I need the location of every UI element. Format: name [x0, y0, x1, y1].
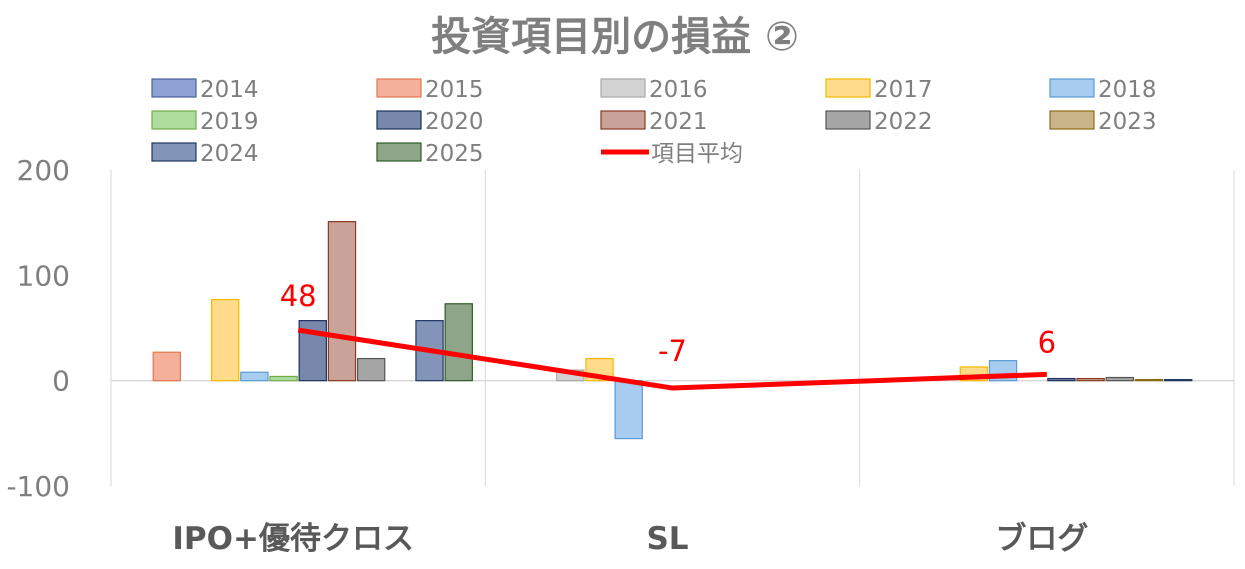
y-tick-label: -100 [6, 470, 70, 503]
chart-title: 投資項目別の損益 ② [431, 14, 799, 60]
legend-label: 2020 [425, 109, 484, 135]
legend-label: 2022 [874, 109, 933, 135]
legend-label: 2025 [425, 141, 484, 167]
legend-label: 2023 [1098, 109, 1157, 135]
y-tick-label: 200 [17, 154, 70, 187]
legend-swatch-2017 [825, 78, 871, 98]
x-category-label: SL [646, 521, 688, 557]
data-labels: 48 -7 6 [280, 279, 1056, 368]
legend-label: 項目平均 [651, 141, 743, 167]
legend-label: 2015 [425, 77, 484, 103]
bar-2022 [1105, 376, 1135, 382]
average-line-path [297, 327, 1047, 391]
bar-2018 [240, 371, 269, 382]
legend-swatch-2024 [151, 142, 197, 162]
legend-swatch-2016 [600, 78, 646, 98]
average-data-label: 6 [1038, 325, 1056, 359]
y-tick-label: 100 [17, 259, 70, 292]
legend-label: 2019 [200, 109, 259, 135]
y-tick-label: 0 [52, 365, 70, 398]
bar-2024 [1164, 379, 1193, 382]
legend-label: 2018 [1098, 77, 1157, 103]
legend-swatch-2020 [376, 110, 422, 130]
legend: 2014 2015 2016 2017 2018 2019 2020 2021 2022 2023… [151, 77, 1157, 167]
bar-2021 [1076, 377, 1105, 382]
bar-2023 [1134, 379, 1164, 382]
average-line [297, 327, 1047, 391]
x-category-label: ブログ [995, 521, 1088, 557]
bar-2015 [152, 351, 181, 382]
grid [110, 170, 1235, 486]
legend-swatch-2025 [376, 142, 422, 162]
legend-swatch-2021 [600, 110, 646, 130]
bar-2025 [444, 303, 473, 382]
legend-label: 2014 [200, 77, 259, 103]
bar-2020 [1047, 377, 1076, 382]
average-data-label: -7 [658, 334, 687, 368]
legend-swatch-2018 [1049, 78, 1095, 98]
legend-swatch-2023 [1049, 110, 1095, 130]
bar-2021 [327, 221, 357, 382]
legend-swatch-2014 [151, 78, 197, 98]
bar-2022 [356, 357, 386, 382]
bar-2019 [269, 375, 298, 382]
x-category-label: IPO+優待クロス [172, 521, 414, 557]
axes: -100 0 100 200 IPO+優待クロス SL ブログ [6, 154, 1088, 557]
bar-2018 [614, 380, 643, 440]
average-data-label: 48 [280, 279, 317, 313]
legend-swatch-2022 [825, 110, 871, 130]
legend-label: 2024 [200, 141, 259, 167]
legend-label: 2016 [649, 77, 708, 103]
legend-label: 2017 [874, 77, 933, 103]
legend-swatch-2019 [151, 110, 197, 130]
legend-swatch-2015 [376, 78, 422, 98]
bar-2017 [210, 298, 240, 382]
legend-label: 2021 [649, 109, 708, 135]
